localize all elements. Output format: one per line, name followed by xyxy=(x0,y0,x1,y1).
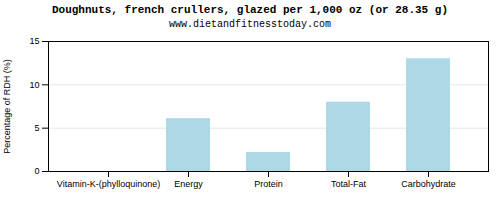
html-text:www.dietandfitnesstoday.com: www.dietandfitnesstoday.com xyxy=(169,19,331,30)
svg-text:Percentage of RDH (%): Percentage of RDH (%) xyxy=(2,59,12,154)
svg-text:15: 15 xyxy=(29,36,39,46)
svg-text:5: 5 xyxy=(34,123,39,133)
svg-text:Total-Fat: Total-Fat xyxy=(331,179,367,189)
svg-text:10: 10 xyxy=(29,80,39,90)
html-text:Doughnuts, french crullers, gl: Doughnuts, french crullers, glazed per 1… xyxy=(52,4,448,16)
svg-text:0: 0 xyxy=(34,166,39,176)
svg-text:Energy: Energy xyxy=(174,179,203,189)
svg-text:Vitamin-K-(phylloquinone): Vitamin-K-(phylloquinone) xyxy=(57,179,160,189)
svg-text:Carbohydrate: Carbohydrate xyxy=(401,179,456,189)
svg-text:Protein: Protein xyxy=(254,179,283,189)
